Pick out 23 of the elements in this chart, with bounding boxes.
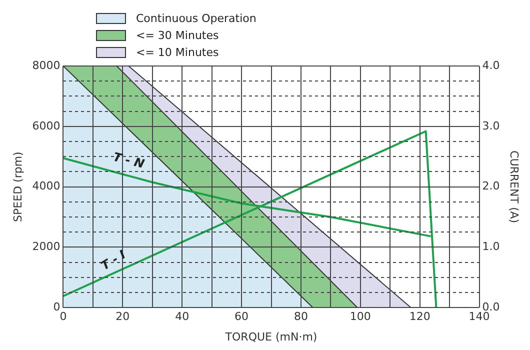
y-axis-title: SPEED (rpm) [11,152,24,222]
x-tick-label: 80 [294,310,308,324]
y2-tick-label: 1.0 [482,240,500,254]
legend-label: <= 30 Minutes [136,29,219,42]
y2-axis-title: CURRENT (A) [508,150,521,224]
legend-label: Continuous Operation [136,12,256,25]
y-tick-label: 6000 [32,119,60,132]
y2-tick-label: 2.0 [482,180,500,193]
legend-label: <= 10 Minutes [136,46,219,59]
y2-tick-label: 4.0 [482,58,500,72]
y-tick-label: 2000 [32,240,60,254]
y-tick-label: 0 [53,300,60,314]
x-tick-label: 20 [116,310,130,324]
x-tick-label: 100 [350,310,371,324]
x-tick-label: 60 [234,310,249,324]
x-tick-label: 120 [409,310,430,324]
y2-tick-label: 3.0 [482,119,500,132]
y-tick-label: 4000 [32,180,60,193]
annotation: T - I [98,247,128,273]
x-axis-title: TORQUE (mN·m) [224,330,318,344]
annotation: T - N [112,150,146,172]
x-tick-label: 40 [175,310,190,324]
y-tick-label: 8000 [32,58,60,72]
